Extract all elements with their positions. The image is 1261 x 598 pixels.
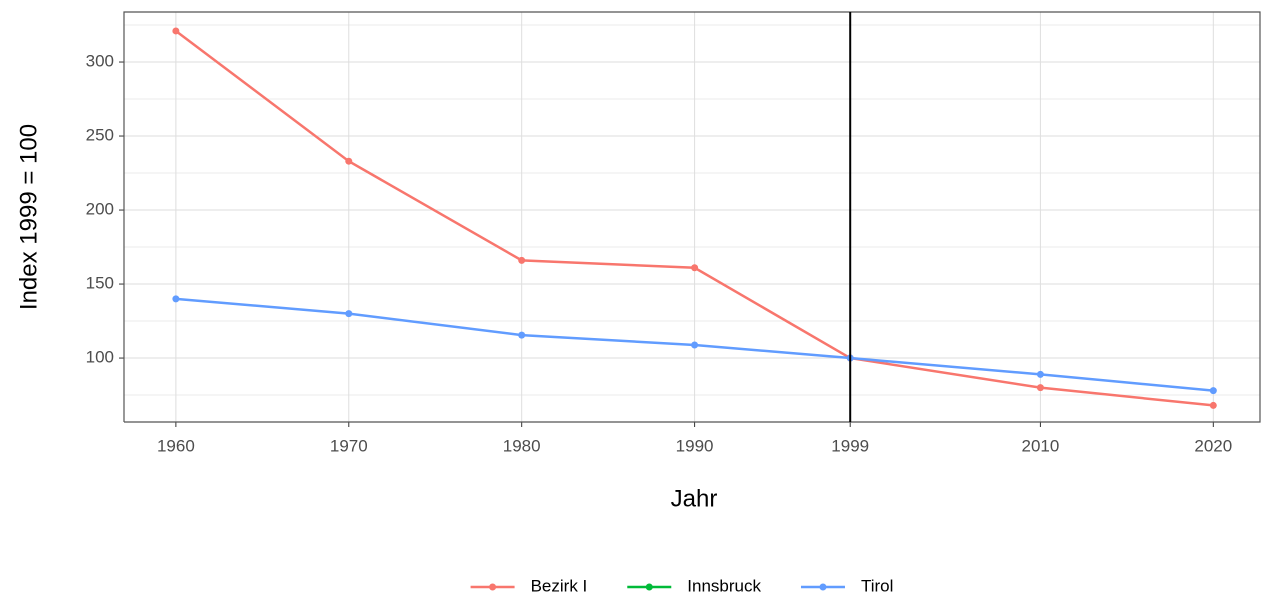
y-tick-label: 250 xyxy=(86,126,114,145)
x-axis-title: Jahr xyxy=(671,485,718,512)
data-point xyxy=(1209,401,1217,409)
data-point xyxy=(1036,384,1044,392)
x-tick-label: 1999 xyxy=(831,436,869,455)
y-tick-label: 150 xyxy=(86,274,114,293)
legend-label: Bezirk I xyxy=(531,576,588,595)
data-point xyxy=(1209,387,1217,395)
legend-point xyxy=(489,583,497,591)
y-axis-title: Index 1999 = 100 xyxy=(15,124,42,310)
y-tick-label: 100 xyxy=(86,348,114,367)
x-tick-label: 1960 xyxy=(157,436,195,455)
panel-border xyxy=(123,11,1261,423)
grid xyxy=(124,12,1260,422)
data-point xyxy=(345,310,353,318)
legend-point xyxy=(819,583,827,591)
data-point xyxy=(518,256,526,264)
x-tick-label: 2020 xyxy=(1194,436,1232,455)
x-tick-label: 2010 xyxy=(1021,436,1059,455)
data-point xyxy=(345,157,353,165)
data-point xyxy=(691,341,699,349)
legend-label: Innsbruck xyxy=(687,576,761,595)
legend-point xyxy=(645,583,653,591)
legend-label: Tirol xyxy=(861,576,893,595)
data-point xyxy=(691,264,699,272)
x-tick-label: 1990 xyxy=(676,436,714,455)
data-point xyxy=(172,295,180,303)
data-point xyxy=(1036,370,1044,378)
x-tick-label: 1980 xyxy=(503,436,541,455)
data-point xyxy=(518,331,526,339)
x-tick-label: 1970 xyxy=(330,436,368,455)
data-point xyxy=(172,27,180,35)
y-tick-label: 300 xyxy=(86,52,114,71)
legend: Bezirk I Innsbruck Tirol xyxy=(470,576,893,595)
y-tick-label: 200 xyxy=(86,200,114,219)
